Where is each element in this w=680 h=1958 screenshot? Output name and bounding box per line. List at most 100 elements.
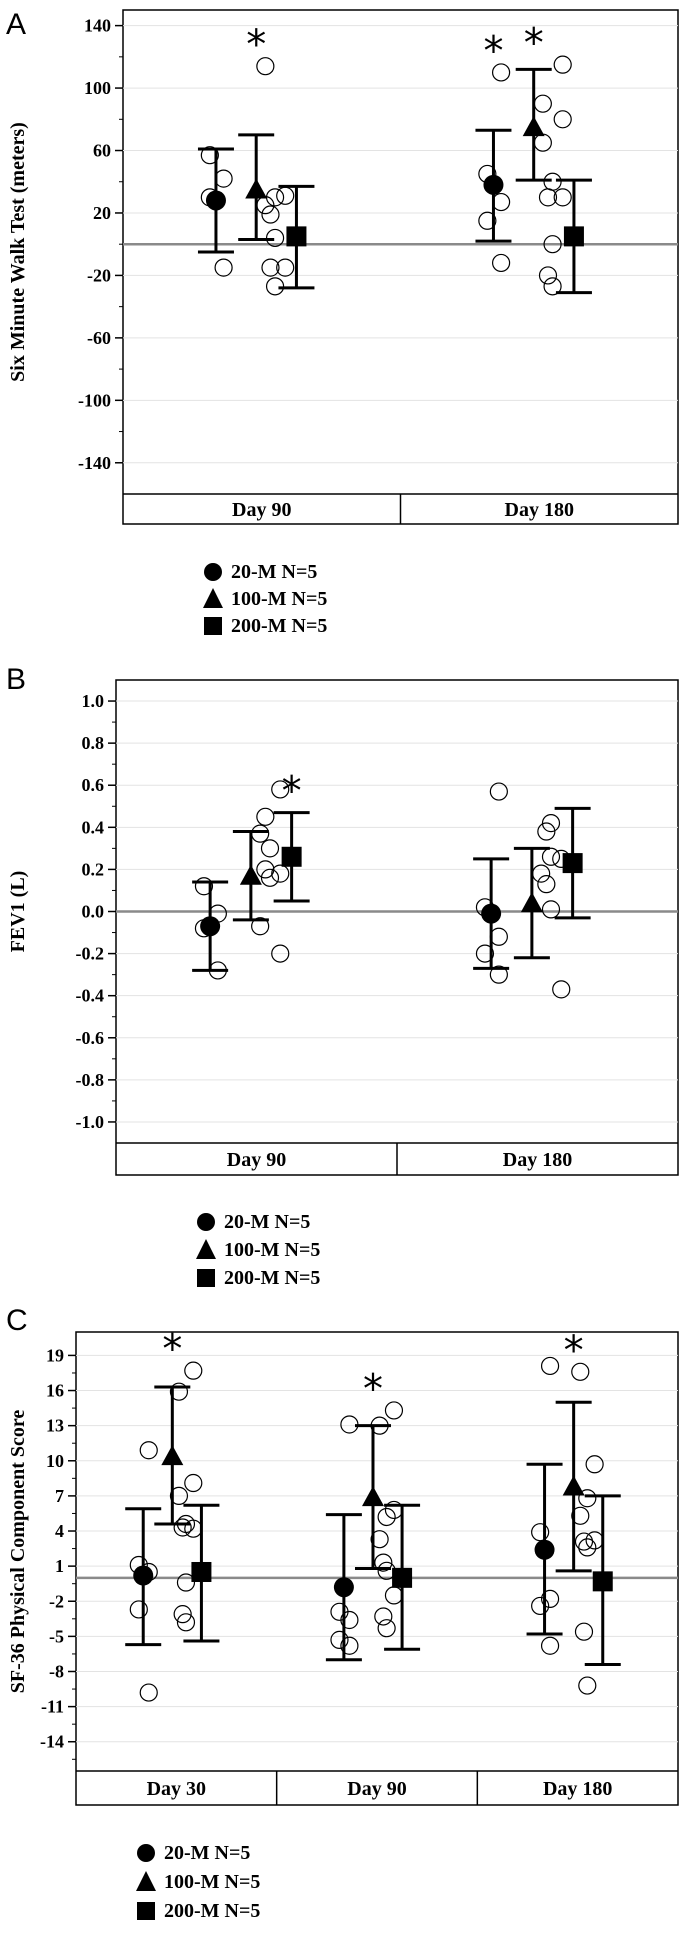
data-point-c-3-0 bbox=[340, 1636, 359, 1655]
legend-label-c-2: 200-M N=5 bbox=[164, 1900, 260, 1922]
data-point-a-0-3 bbox=[200, 146, 219, 165]
panel-letter-a: A bbox=[6, 8, 26, 41]
tick-label-c-11: -14 bbox=[40, 1732, 64, 1752]
data-point-c-2-2 bbox=[176, 1573, 196, 1592]
legend-marker-b-2 bbox=[197, 1269, 215, 1287]
data-point-c-3-1 bbox=[330, 1630, 349, 1649]
data-point-a-3-1 bbox=[478, 211, 497, 230]
mean-marker-b-1 bbox=[239, 864, 262, 885]
data-point-a-4-4 bbox=[553, 55, 572, 74]
data-point-a-4-1 bbox=[533, 133, 552, 152]
data-point-a-5-4 bbox=[543, 172, 562, 191]
mean-marker-c-1 bbox=[161, 1445, 184, 1466]
data-point-c-8-4 bbox=[578, 1489, 597, 1508]
data-point-c-5-0 bbox=[377, 1619, 396, 1638]
data-point-a-4-2 bbox=[553, 110, 572, 129]
legend-marker-a-0 bbox=[204, 563, 222, 581]
data-point-a-3-4 bbox=[491, 63, 511, 82]
legend-label-a-2: 200-M N=5 bbox=[231, 615, 327, 637]
data-point-a-2-0 bbox=[265, 277, 285, 296]
tick-label-c-9: -8 bbox=[49, 1661, 64, 1681]
significance-star-a-3: * bbox=[483, 28, 503, 74]
tick-label-b-3: 0.4 bbox=[82, 817, 105, 837]
data-point-b-5-0 bbox=[541, 900, 561, 919]
mean-marker-a-0 bbox=[205, 190, 226, 211]
mean-marker-c-7 bbox=[562, 1475, 585, 1496]
category-label-b-0: Day 90 bbox=[227, 1149, 286, 1171]
mean-marker-c-8 bbox=[592, 1571, 613, 1592]
tick-label-c-3: 10 bbox=[46, 1451, 64, 1471]
y-axis-label-a: Six Minute Walk Test (meters) bbox=[7, 122, 29, 382]
tick-label-c-1: 16 bbox=[46, 1381, 64, 1401]
category-label-c-2: Day 180 bbox=[543, 1778, 612, 1800]
legend-label-b-2: 200-M N=5 bbox=[224, 1267, 320, 1289]
mean-marker-b-4 bbox=[520, 892, 543, 913]
data-point-c-1-3 bbox=[169, 1382, 189, 1401]
tick-label-b-7: -0.4 bbox=[76, 986, 105, 1006]
data-point-c-8-0 bbox=[578, 1676, 597, 1695]
legend-label-b-0: 20-M N=5 bbox=[224, 1211, 310, 1233]
data-point-a-4-0 bbox=[553, 188, 572, 207]
data-point-c-2-0 bbox=[176, 1613, 196, 1632]
data-point-b-3-0 bbox=[489, 965, 508, 984]
data-point-a-1-3 bbox=[256, 57, 275, 76]
legend-marker-c-1 bbox=[136, 1871, 156, 1891]
data-point-c-1-2 bbox=[184, 1473, 203, 1493]
mean-marker-b-3 bbox=[481, 903, 502, 924]
data-point-a-2-4 bbox=[265, 188, 285, 207]
mean-marker-a-2 bbox=[286, 226, 307, 247]
data-point-a-5-0 bbox=[543, 277, 562, 296]
data-point-c-7-2 bbox=[585, 1455, 604, 1474]
plot-frame-c bbox=[75, 1331, 679, 1806]
data-point-c-6-2 bbox=[540, 1589, 560, 1609]
data-point-a-5-2 bbox=[543, 235, 562, 254]
data-point-b-2-3 bbox=[256, 807, 275, 826]
significance-star-c-7: * bbox=[564, 1328, 584, 1374]
data-point-b-2-1 bbox=[256, 860, 275, 879]
data-point-c-0-4 bbox=[139, 1441, 158, 1460]
data-point-c-8-3 bbox=[574, 1532, 594, 1551]
data-point-a-2-3 bbox=[261, 205, 280, 224]
data-point-b-3-4 bbox=[489, 782, 508, 801]
tick-label-c-7: -2 bbox=[49, 1591, 64, 1611]
data-point-a-3-0 bbox=[491, 253, 511, 273]
data-point-b-4-0 bbox=[552, 980, 571, 999]
significance-star-a-4: * bbox=[524, 21, 544, 67]
data-point-c-2-1 bbox=[173, 1605, 192, 1624]
mean-marker-b-0 bbox=[200, 916, 221, 937]
tick-label-c-2: 13 bbox=[46, 1416, 64, 1436]
data-point-c-0-1 bbox=[129, 1600, 148, 1619]
data-point-c-7-3 bbox=[571, 1362, 590, 1381]
mean-marker-c-3 bbox=[333, 1577, 354, 1598]
data-point-c-4-1 bbox=[370, 1530, 389, 1549]
data-point-c-6-0 bbox=[540, 1636, 560, 1655]
data-point-a-1-0 bbox=[276, 258, 295, 277]
data-point-c-2-3 bbox=[173, 1518, 192, 1537]
tick-label-c-4: 7 bbox=[55, 1486, 64, 1506]
tick-label-a-4: -20 bbox=[87, 265, 111, 285]
mean-marker-b-2 bbox=[281, 846, 302, 867]
data-point-b-1-2 bbox=[271, 864, 290, 883]
tick-label-a-5: -60 bbox=[87, 328, 111, 348]
tick-label-b-5: 0.0 bbox=[82, 902, 105, 922]
significance-star-a-1: * bbox=[246, 22, 266, 68]
tick-label-b-8: -0.6 bbox=[76, 1028, 105, 1048]
legend-label-a-1: 100-M N=5 bbox=[231, 588, 327, 610]
tick-label-b-0: 1.0 bbox=[82, 691, 105, 711]
mean-marker-c-4 bbox=[361, 1486, 384, 1507]
data-point-c-5-4 bbox=[377, 1507, 396, 1527]
tick-label-c-10: -11 bbox=[41, 1697, 64, 1717]
data-point-c-5-3 bbox=[374, 1553, 393, 1572]
data-point-b-1-1 bbox=[251, 917, 270, 936]
significance-star-c-1: * bbox=[162, 1327, 182, 1373]
legend-marker-a-2 bbox=[204, 617, 222, 635]
tick-label-a-7: -140 bbox=[78, 453, 111, 473]
data-point-a-3-2 bbox=[491, 192, 511, 212]
category-label-b-1: Day 180 bbox=[503, 1149, 572, 1171]
panel-letter-c: C bbox=[6, 1304, 28, 1337]
data-point-c-0-0 bbox=[139, 1683, 158, 1702]
tick-label-b-4: 0.2 bbox=[82, 859, 105, 879]
legend-marker-a-1 bbox=[203, 588, 223, 608]
category-label-a-0: Day 90 bbox=[232, 499, 291, 521]
legend-marker-c-2 bbox=[137, 1902, 155, 1920]
